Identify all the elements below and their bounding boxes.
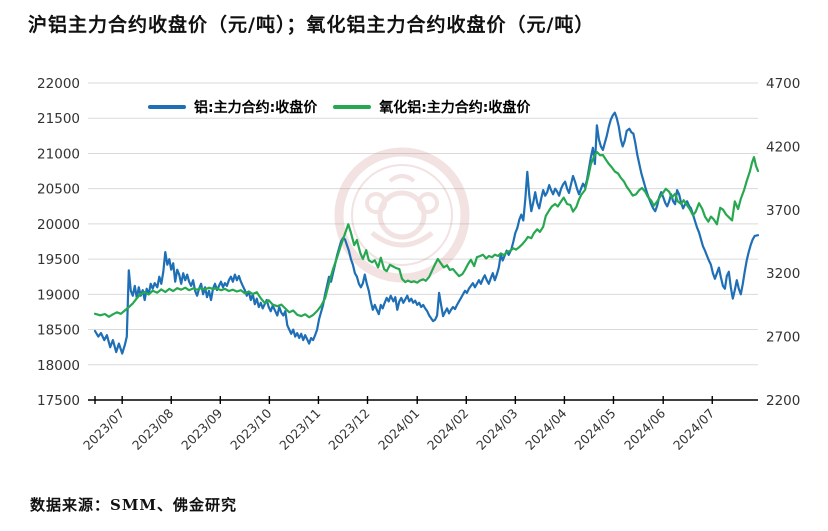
- svg-text:2023/09: 2023/09: [178, 405, 225, 452]
- svg-text:2024/02: 2024/02: [424, 406, 471, 453]
- alumina-price-line: [93, 150, 760, 319]
- svg-text:2024/04: 2024/04: [522, 405, 569, 452]
- x-axis: [88, 396, 758, 404]
- svg-text:2023/11: 2023/11: [276, 406, 323, 453]
- legend-item-alumina: 氧化铝:主力合约:收盘价: [333, 97, 530, 117]
- svg-text:2200: 2200: [766, 393, 800, 409]
- svg-text:4700: 4700: [766, 76, 800, 92]
- svg-text:19500: 19500: [37, 252, 80, 268]
- svg-text:18500: 18500: [37, 323, 80, 339]
- aluminum-line-swatch: [148, 105, 186, 109]
- svg-text:21500: 21500: [37, 111, 80, 127]
- svg-text:20000: 20000: [37, 217, 80, 233]
- svg-text:2023/07: 2023/07: [80, 406, 127, 453]
- svg-text:2024/01: 2024/01: [375, 406, 422, 453]
- svg-text:2024/05: 2024/05: [571, 406, 618, 453]
- legend-label-aluminum: 铝:主力合约:收盘价: [194, 100, 318, 116]
- legend-label-alumina: 氧化铝:主力合约:收盘价: [379, 100, 531, 116]
- svg-text:2023/12: 2023/12: [325, 406, 372, 453]
- svg-text:2023/10: 2023/10: [227, 405, 274, 452]
- svg-text:18000: 18000: [37, 358, 80, 374]
- svg-text:4200: 4200: [766, 139, 800, 155]
- svg-text:2700: 2700: [766, 330, 800, 346]
- x-axis-labels: 2023/07 2023/08 2023/09 2023/10 2023/11 2023/…: [80, 405, 717, 452]
- right-axis-labels: 4700 4200 3700 3200 2700 2200: [766, 76, 800, 409]
- svg-text:17500: 17500: [37, 393, 80, 409]
- svg-text:2024/03: 2024/03: [473, 406, 520, 453]
- svg-text:3200: 3200: [766, 266, 800, 282]
- svg-text:19000: 19000: [37, 287, 80, 303]
- svg-text:21000: 21000: [37, 146, 80, 162]
- legend-item-aluminum: 铝:主力合约:收盘价: [148, 97, 317, 117]
- page-title: 沪铝主力合约收盘价（元/吨）；氧化铝主力合约收盘价（元/吨）: [28, 14, 595, 36]
- alumina-line-swatch: [333, 105, 372, 109]
- svg-text:20500: 20500: [37, 182, 80, 198]
- left-axis-labels: 22000 21500 21000 20500 20000 19500 19000 18500…: [37, 76, 80, 409]
- data-source-note: 数据来源：SMM、佛金研究: [30, 496, 238, 514]
- svg-text:2024/07: 2024/07: [670, 406, 717, 453]
- aluminum-price-line: [93, 111, 760, 355]
- price-line-chart: 22000 21500 21000 20500 20000 19500 19000 18500…: [37, 76, 800, 453]
- svg-text:2023/08: 2023/08: [129, 405, 176, 452]
- chart-legend: 铝:主力合约:收盘价 氧化铝:主力合约:收盘价: [148, 97, 530, 117]
- svg-text:3700: 3700: [766, 203, 800, 219]
- svg-text:22000: 22000: [37, 76, 80, 92]
- svg-text:2024/06: 2024/06: [621, 405, 668, 452]
